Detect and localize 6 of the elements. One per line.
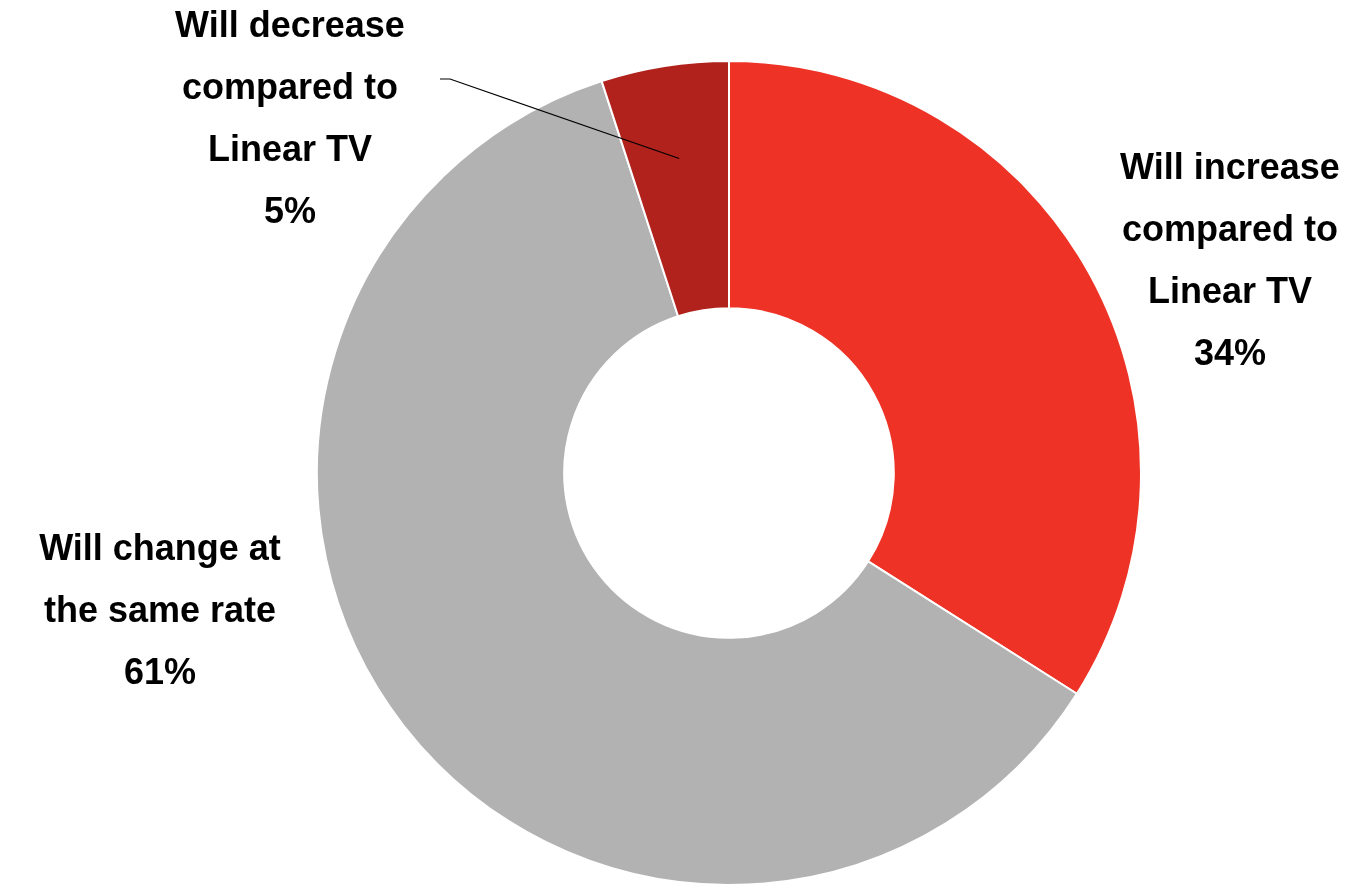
- slice-label: Will decrease compared to Linear TV: [175, 3, 405, 169]
- data-label: 61%: [123, 650, 197, 692]
- slice-label: Will increase compared to Linear TV: [1120, 145, 1340, 311]
- data-label: 5%: [263, 189, 317, 231]
- data-label: 34%: [1193, 331, 1267, 373]
- slice-label: Will change at the same rate: [39, 526, 281, 630]
